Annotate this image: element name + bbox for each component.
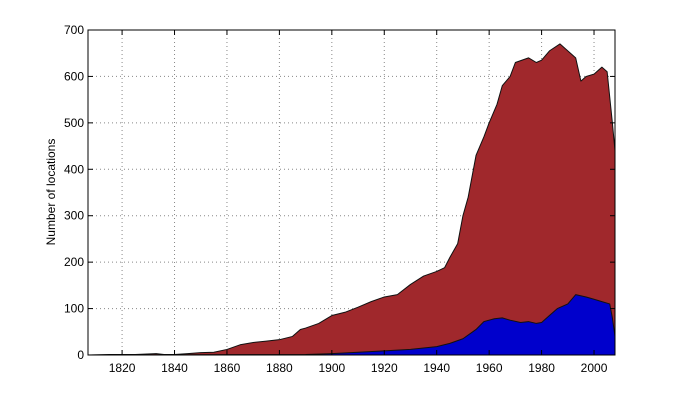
y-axis-ticks: 0 100 200 300 400 500 600 700 [64,23,615,362]
plot-frame [87,29,616,356]
area-subset [87,294,616,356]
x-tick-label: 1860 [214,361,241,375]
y-tick-label: 200 [64,255,84,269]
x-tick-label: 1940 [423,361,450,375]
plot-areas [87,43,616,356]
x-tick-label: 1840 [161,361,188,375]
area-total [87,43,616,356]
y-tick-label: 100 [64,302,84,316]
y-tick-label: 500 [64,116,84,130]
y-tick-label: 0 [77,348,84,362]
y-axis-label: Number of locations [44,139,58,246]
y-tick-label: 400 [64,162,84,176]
y-tick-label: 700 [64,23,84,37]
x-tick-label: 1880 [266,361,293,375]
y-tick-label: 300 [64,209,84,223]
x-tick-label: 1820 [109,361,136,375]
x-tick-label: 1920 [371,361,398,375]
x-tick-label: 2000 [581,361,608,375]
x-tick-label: 1980 [528,361,555,375]
x-tick-label: 1900 [318,361,345,375]
x-axis-ticks: 1820 1840 1860 1880 1900 1920 1940 1960 1980 2000 [109,30,608,375]
y-tick-label: 600 [64,69,84,83]
x-tick-label: 1960 [476,361,503,375]
